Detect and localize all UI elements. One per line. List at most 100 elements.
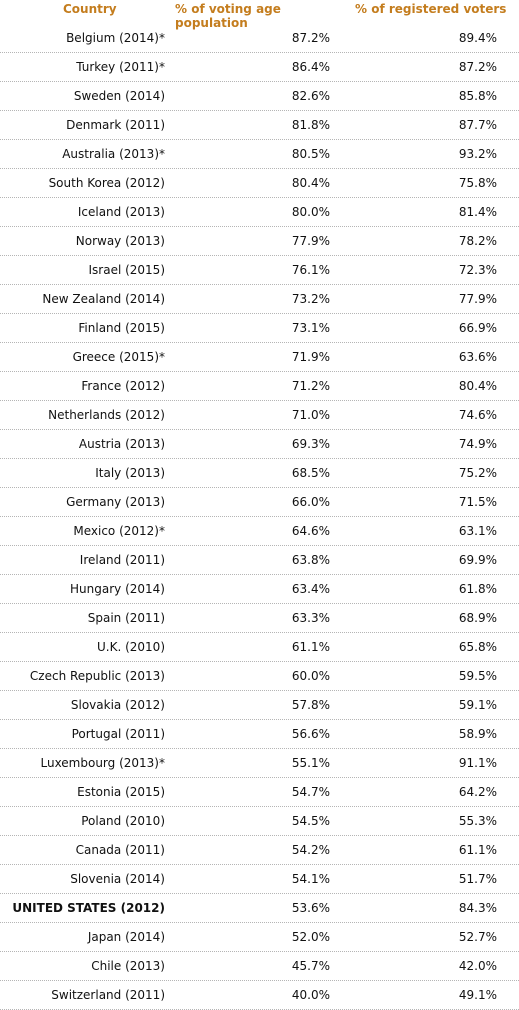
table-row: Czech Republic (2013) 60.0% 59.5% (0, 662, 519, 691)
country-cell: Spain (2011) (87, 611, 165, 625)
table-row: UNITED STATES (2012) 53.6% 84.3% (0, 894, 519, 923)
registered-voters-cell: 65.8% (458, 640, 497, 654)
table-row: Japan (2014) 52.0% 52.7% (0, 923, 519, 952)
voting-age-population-cell: 57.8% (291, 698, 330, 712)
registered-voters-cell: 63.1% (458, 524, 497, 538)
table-row: Chile (2013) 45.7% 42.0% (0, 952, 519, 981)
table-row: New Zealand (2014) 73.2% 77.9% (0, 285, 519, 314)
table-row: Austria (2013) 69.3% 74.9% (0, 430, 519, 459)
voting-age-population-cell: 54.5% (291, 814, 330, 828)
registered-voters-cell: 74.6% (458, 408, 497, 422)
country-cell: Poland (2010) (81, 814, 165, 828)
table-row: South Korea (2012) 80.4% 75.8% (0, 169, 519, 198)
voting-age-population-cell: 54.2% (291, 843, 330, 857)
table-row: France (2012) 71.2% 80.4% (0, 372, 519, 401)
table-row: Finland (2015) 73.1% 66.9% (0, 314, 519, 343)
registered-voters-cell: 75.8% (458, 176, 497, 190)
country-cell: Iceland (2013) (77, 205, 165, 219)
registered-voters-cell: 59.5% (458, 669, 497, 683)
voting-age-population-cell: 87.2% (291, 31, 330, 45)
country-cell: U.K. (2010) (97, 640, 165, 654)
voting-age-population-cell: 63.4% (291, 582, 330, 596)
voting-age-population-cell: 80.4% (291, 176, 330, 190)
voting-age-population-cell: 60.0% (291, 669, 330, 683)
voting-age-population-cell: 40.0% (291, 988, 330, 1002)
header-voting-age-population: % of voting age population (175, 2, 281, 30)
voting-age-population-cell: 45.7% (291, 959, 330, 973)
registered-voters-cell: 81.4% (458, 205, 497, 219)
voting-age-population-cell: 53.6% (291, 901, 330, 915)
table-row: Ireland (2011) 63.8% 69.9% (0, 546, 519, 575)
country-cell: Greece (2015)* (72, 350, 165, 364)
table-row: Portugal (2011) 56.6% 58.9% (0, 720, 519, 749)
voting-age-population-cell: 55.1% (291, 756, 330, 770)
voting-age-population-cell: 77.9% (291, 234, 330, 248)
registered-voters-cell: 69.9% (458, 553, 497, 567)
country-cell: Israel (2015) (88, 263, 165, 277)
country-cell: Norway (2013) (75, 234, 165, 248)
registered-voters-cell: 61.1% (458, 843, 497, 857)
registered-voters-cell: 78.2% (458, 234, 497, 248)
table-row: Slovenia (2014) 54.1% 51.7% (0, 865, 519, 894)
voting-age-population-cell: 82.6% (291, 89, 330, 103)
table-header: Country % of voting age population % of … (0, 0, 519, 30)
country-cell: Sweden (2014) (73, 89, 165, 103)
voting-age-population-cell: 69.3% (291, 437, 330, 451)
table-row: Italy (2013) 68.5% 75.2% (0, 459, 519, 488)
country-cell: Portugal (2011) (71, 727, 165, 741)
header-country: Country (63, 2, 117, 16)
country-cell: Germany (2013) (66, 495, 165, 509)
registered-voters-cell: 91.1% (458, 756, 497, 770)
registered-voters-cell: 42.0% (458, 959, 497, 973)
country-cell: France (2012) (81, 379, 165, 393)
voting-age-population-cell: 80.0% (291, 205, 330, 219)
registered-voters-cell: 58.9% (458, 727, 497, 741)
table-row: Slovakia (2012) 57.8% 59.1% (0, 691, 519, 720)
voting-age-population-cell: 71.2% (291, 379, 330, 393)
registered-voters-cell: 55.3% (458, 814, 497, 828)
registered-voters-cell: 77.9% (458, 292, 497, 306)
table-row: U.K. (2010) 61.1% 65.8% (0, 633, 519, 662)
country-cell: UNITED STATES (2012) (12, 901, 165, 915)
table-row: Netherlands (2012) 71.0% 74.6% (0, 401, 519, 430)
table-row: Mexico (2012)* 64.6% 63.1% (0, 517, 519, 546)
registered-voters-cell: 93.2% (458, 147, 497, 161)
registered-voters-cell: 71.5% (458, 495, 497, 509)
registered-voters-cell: 68.9% (458, 611, 497, 625)
registered-voters-cell: 87.7% (458, 118, 497, 132)
country-cell: Czech Republic (2013) (29, 669, 165, 683)
country-cell: Switzerland (2011) (51, 988, 165, 1002)
registered-voters-cell: 75.2% (458, 466, 497, 480)
table-row: Spain (2011) 63.3% 68.9% (0, 604, 519, 633)
voting-age-population-cell: 54.1% (291, 872, 330, 886)
country-cell: Luxembourg (2013)* (40, 756, 165, 770)
country-cell: Australia (2013)* (62, 147, 165, 161)
registered-voters-cell: 84.3% (458, 901, 497, 915)
table-row: Turkey (2011)* 86.4% 87.2% (0, 53, 519, 82)
table-row: Sweden (2014) 82.6% 85.8% (0, 82, 519, 111)
country-cell: Finland (2015) (78, 321, 165, 335)
table-row: Hungary (2014) 63.4% 61.8% (0, 575, 519, 604)
table-row: Estonia (2015) 54.7% 64.2% (0, 778, 519, 807)
country-cell: Canada (2011) (75, 843, 165, 857)
table-row: Greece (2015)* 71.9% 63.6% (0, 343, 519, 372)
registered-voters-cell: 89.4% (458, 31, 497, 45)
registered-voters-cell: 74.9% (458, 437, 497, 451)
registered-voters-cell: 64.2% (458, 785, 497, 799)
table-row: Denmark (2011) 81.8% 87.7% (0, 111, 519, 140)
country-cell: Mexico (2012)* (73, 524, 165, 538)
voting-age-population-cell: 86.4% (291, 60, 330, 74)
country-cell: Slovenia (2014) (70, 872, 165, 886)
registered-voters-cell: 61.8% (458, 582, 497, 596)
registered-voters-cell: 72.3% (458, 263, 497, 277)
country-cell: Turkey (2011)* (76, 60, 165, 74)
country-cell: Belgium (2014)* (66, 31, 165, 45)
voting-age-population-cell: 73.1% (291, 321, 330, 335)
header-registered-voters: % of registered voters (355, 2, 507, 16)
voting-age-population-cell: 54.7% (291, 785, 330, 799)
country-cell: Netherlands (2012) (48, 408, 165, 422)
registered-voters-cell: 85.8% (458, 89, 497, 103)
table-body: Belgium (2014)* 87.2% 89.4% Turkey (2011)* 8… (0, 24, 519, 1010)
voting-age-population-cell: 80.5% (291, 147, 330, 161)
voting-age-population-cell: 68.5% (291, 466, 330, 480)
